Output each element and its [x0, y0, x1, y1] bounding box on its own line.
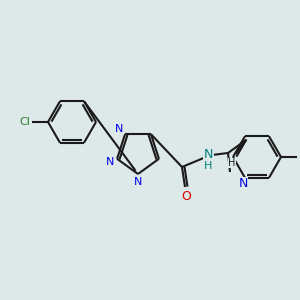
Text: H: H	[204, 161, 212, 171]
Text: N: N	[115, 124, 123, 134]
Text: N: N	[238, 177, 248, 190]
Text: N: N	[134, 177, 142, 187]
Text: H: H	[228, 158, 236, 168]
Text: N: N	[106, 157, 114, 167]
Text: Cl: Cl	[20, 117, 30, 127]
Text: O: O	[181, 190, 191, 202]
Text: N: N	[203, 148, 213, 161]
